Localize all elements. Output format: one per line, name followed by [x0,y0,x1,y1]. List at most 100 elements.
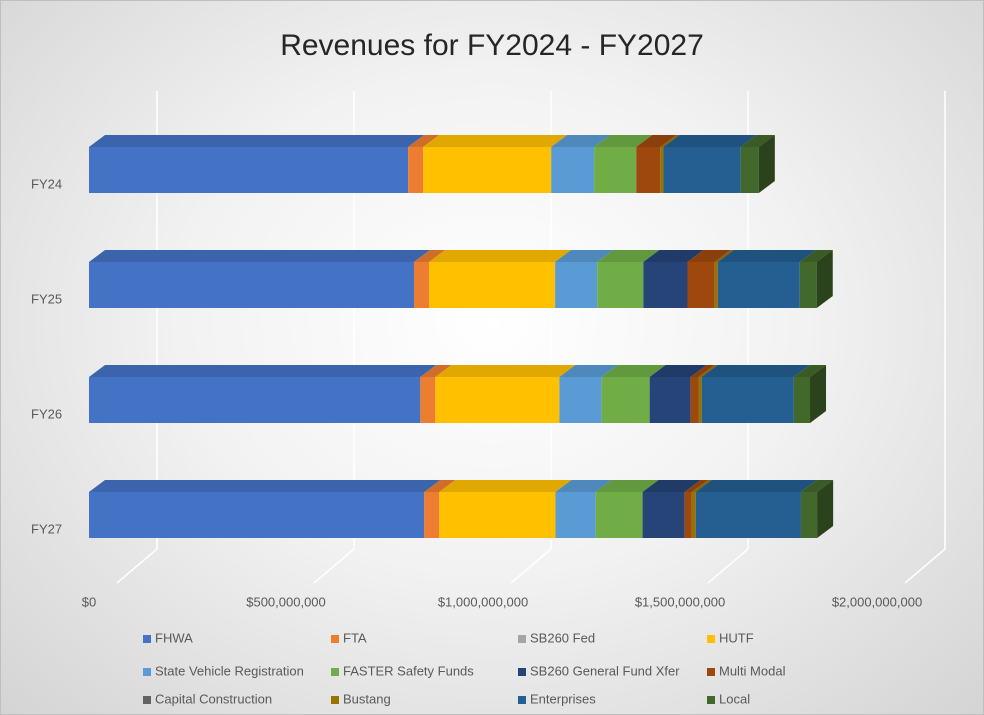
grid-line [510,548,552,584]
bar [595,492,643,538]
bar-top-shade [439,480,572,492]
bar [740,147,759,193]
legend-swatch [331,696,339,704]
bar-top-shade [89,135,425,147]
bar [687,262,715,308]
bar-top [691,480,712,492]
bar [799,262,817,308]
bar-top-shade [695,480,817,492]
legend-label: SB260 General Fund Xfer [530,663,680,678]
bar-top [439,480,572,492]
bar [439,492,556,538]
bar [601,377,650,423]
bar-top [663,135,757,147]
bar-side-shade [816,250,833,308]
bar-top-shade [690,365,715,377]
bar-top [684,480,708,492]
legend-swatch [518,696,526,704]
legend-swatch [143,668,151,676]
y-tick-label: FY26 [31,406,62,421]
legend-swatch [331,635,339,643]
bar [89,262,415,308]
bar-top-shade [89,480,441,492]
bar-top [595,480,659,492]
bar [684,492,692,538]
bar-top [555,250,614,262]
bar-top [799,250,833,262]
bar-top-shade [687,250,731,262]
legend-label: Multi Modal [719,663,786,678]
bar-top [551,135,611,147]
bar [690,377,699,423]
bar-top [698,365,718,377]
bar-top [793,365,827,377]
bar-top [89,250,431,262]
bar-top-shade [420,365,452,377]
bar [408,147,424,193]
bar-top-shade [89,365,437,377]
bar-top [89,480,441,492]
bar [555,262,598,308]
bar [89,377,421,423]
bar-top [800,480,834,492]
bar-top-shade [435,365,576,377]
bar-top-shade [800,480,834,492]
bar-top-shade [551,135,611,147]
bar [793,377,811,423]
bar [89,147,409,193]
x-tick-label: $1,000,000,000 [438,594,528,609]
bar-top [690,365,715,377]
bar-top-shade [642,480,701,492]
bar-top [717,250,816,262]
bar [636,147,661,193]
bar [420,377,436,423]
bar-top-shade [89,250,431,262]
bar-top-shade [691,480,712,492]
bar-top [424,480,456,492]
bar-top-shade [663,135,757,147]
bar-top [740,135,775,147]
bar-top [701,365,810,377]
bar-top-shade [698,365,718,377]
bar [643,262,688,308]
y-tick-label: FY27 [31,521,62,536]
bar-top [643,250,704,262]
bar [414,262,430,308]
bar [429,262,556,308]
x-tick-label: $0 [82,594,96,609]
bar [698,377,702,423]
bar-side [810,365,827,423]
legend-label: Enterprises [530,691,596,706]
bar-top [594,135,653,147]
bar-top-shade [714,250,734,262]
bar-top [559,365,618,377]
bar-top-shade [793,365,827,377]
bar-top-shade [740,135,775,147]
bar-top-shade [684,480,708,492]
legend-swatch [143,635,151,643]
bar [89,492,425,538]
bar [423,147,552,193]
legend-label: Capital Construction [155,691,272,706]
bar-top-shade [594,135,653,147]
bar [800,492,818,538]
bar-top-shade [799,250,833,262]
bar-top [555,480,612,492]
bar-side [758,135,775,193]
legend-swatch [707,696,715,704]
bar-top-shade [717,250,816,262]
bar-top [597,250,660,262]
bar-top [420,365,452,377]
bar-top-shade [649,365,707,377]
legend-swatch [518,635,526,643]
bar-top [714,250,734,262]
legend-swatch [707,668,715,676]
bar [663,147,741,193]
bar-top [695,480,817,492]
bar [597,262,644,308]
bar-side [817,480,834,538]
bar-top [660,135,680,147]
bar-top [636,135,677,147]
grid-line [707,548,749,584]
bar-top [408,135,440,147]
